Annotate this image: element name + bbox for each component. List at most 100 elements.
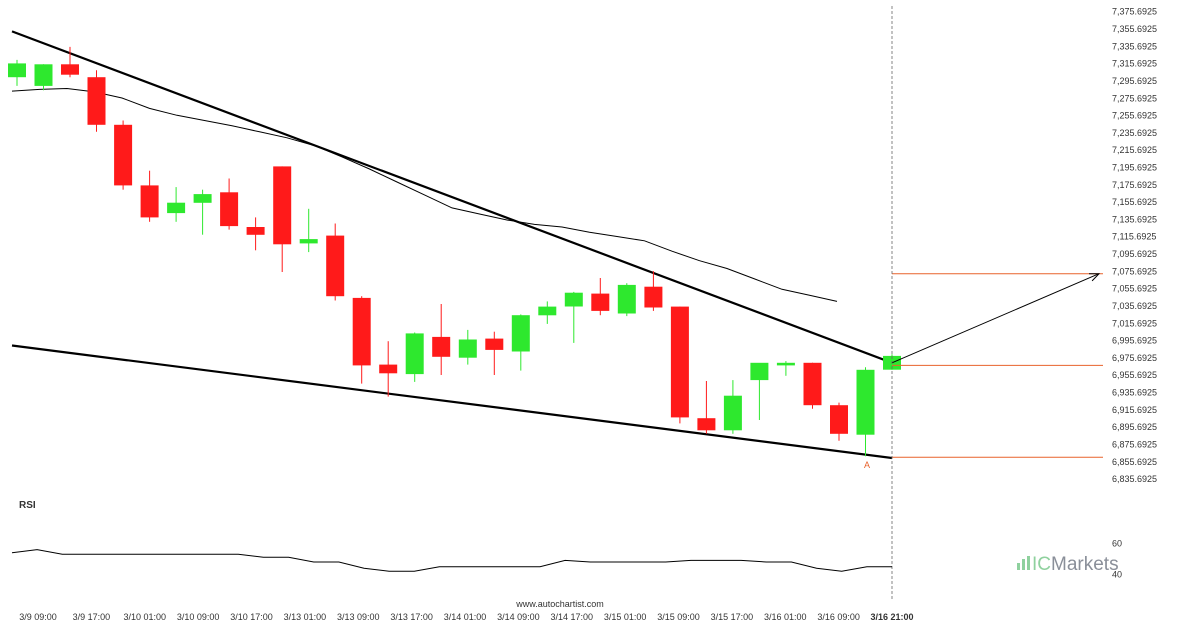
x-axis-label: 3/10 01:00 <box>124 612 167 622</box>
candle-body <box>273 166 292 245</box>
candle <box>538 301 557 324</box>
y-tick-label: 7,275.6925 <box>1112 93 1157 103</box>
candle-body <box>87 77 106 125</box>
brand-markets: Markets <box>1051 554 1119 575</box>
y-tick-label: 7,075.6925 <box>1112 266 1157 276</box>
x-axis-label: 3/16 09:00 <box>817 612 860 622</box>
candle <box>326 223 345 301</box>
candle <box>856 367 875 457</box>
candle <box>750 362 769 420</box>
rsi-tick-label: 60 <box>1112 538 1122 548</box>
upper-trendline <box>11 30 893 364</box>
candle <box>87 70 106 132</box>
candle-body <box>114 124 133 186</box>
y-tick-label: 6,855.6925 <box>1112 457 1157 467</box>
candle-body <box>193 194 212 203</box>
candle-body <box>485 338 504 350</box>
y-tick-label: 6,875.6925 <box>1112 440 1157 450</box>
rsi-panel: RSI 60 40 <box>11 500 1122 579</box>
x-axis-label: 3/16 01:00 <box>764 612 807 622</box>
y-tick-label: 6,915.6925 <box>1112 405 1157 415</box>
rsi-line <box>11 549 892 572</box>
y-tick-label: 6,955.6925 <box>1112 370 1157 380</box>
moving-average-line <box>11 87 838 302</box>
y-axis-ticks: 7,375.6925 7,355.6925 7,335.6925 7,315.6925… <box>1112 7 1157 484</box>
candle-body <box>352 297 371 366</box>
watermark-text: www.autochartist.com <box>515 599 604 609</box>
y-tick-label: 7,215.6925 <box>1112 145 1157 155</box>
x-axis-label: 3/14 09:00 <box>497 612 540 622</box>
y-tick-label: 7,355.6925 <box>1112 24 1157 34</box>
lower-trendline <box>11 344 893 460</box>
rsi-tick-label: 40 <box>1112 569 1122 579</box>
brand-ic: IC <box>1032 554 1051 575</box>
candle <box>299 208 318 253</box>
y-tick-label: 6,895.6925 <box>1112 422 1157 432</box>
candle-body <box>140 185 159 218</box>
candle-body <box>246 227 265 235</box>
candle <box>193 189 212 235</box>
y-tick-label: 7,055.6925 <box>1112 284 1157 294</box>
candle-body <box>723 395 742 431</box>
y-tick-label: 7,295.6925 <box>1112 76 1157 86</box>
projection-arrow-head <box>1088 273 1101 282</box>
candle-body <box>564 292 583 307</box>
candle <box>458 329 477 365</box>
trendline-layer <box>11 30 893 460</box>
x-axis-label: 3/14 01:00 <box>444 612 487 622</box>
candle-body <box>750 362 769 381</box>
candle-body <box>776 362 795 366</box>
levels-layer: A <box>864 273 1103 470</box>
candle-body <box>8 63 26 78</box>
y-tick-label: 7,115.6925 <box>1112 232 1156 242</box>
y-tick-label: 7,315.6925 <box>1112 59 1157 69</box>
brand-bars-icon <box>1017 556 1030 570</box>
candle <box>511 314 530 371</box>
rsi-title: RSI <box>19 500 36 511</box>
candle <box>803 362 822 409</box>
x-axis-label: 3/13 01:00 <box>284 612 327 622</box>
candles-layer <box>8 46 901 457</box>
y-tick-label: 7,175.6925 <box>1112 180 1157 190</box>
y-tick-label: 7,135.6925 <box>1112 214 1157 224</box>
y-tick-label: 6,935.6925 <box>1112 388 1157 398</box>
candle-body <box>167 202 186 214</box>
candle <box>723 380 742 434</box>
candle <box>776 361 795 376</box>
y-tick-label: 6,975.6925 <box>1112 353 1157 363</box>
candle-body <box>458 339 477 358</box>
candle-body <box>538 306 557 316</box>
x-axis-label: 3/9 17:00 <box>73 612 111 622</box>
pattern-point-label: A <box>864 460 870 470</box>
y-tick-label: 7,095.6925 <box>1112 249 1157 259</box>
x-axis-label: 3/14 17:00 <box>551 612 594 622</box>
y-tick-label: 7,195.6925 <box>1112 163 1157 173</box>
candle-body <box>432 336 451 357</box>
x-axis-labels: 3/9 09:00 3/9 17:00 3/10 01:00 3/10 09:00 3/… <box>19 612 913 622</box>
candle <box>8 59 26 86</box>
candle <box>352 296 371 384</box>
candle-body <box>644 286 663 308</box>
candle <box>670 306 689 424</box>
candle-body <box>803 362 822 406</box>
candle <box>617 283 636 317</box>
candle-body <box>830 405 848 434</box>
candle-body <box>405 333 424 375</box>
candle-body <box>61 64 79 75</box>
candle <box>591 278 610 316</box>
candle <box>564 291 583 343</box>
candle <box>220 178 239 230</box>
y-tick-label: 7,235.6925 <box>1112 128 1157 138</box>
candle <box>644 271 663 311</box>
candle <box>34 64 53 91</box>
x-axis-label: 3/15 01:00 <box>604 612 647 622</box>
candle-body <box>856 369 875 435</box>
candle <box>405 332 424 382</box>
x-axis-label: 3/13 09:00 <box>337 612 380 622</box>
brand-logo: IC Markets <box>1017 554 1119 575</box>
candle-body <box>34 64 53 86</box>
candle-body <box>511 315 530 352</box>
candle-body <box>326 235 345 297</box>
